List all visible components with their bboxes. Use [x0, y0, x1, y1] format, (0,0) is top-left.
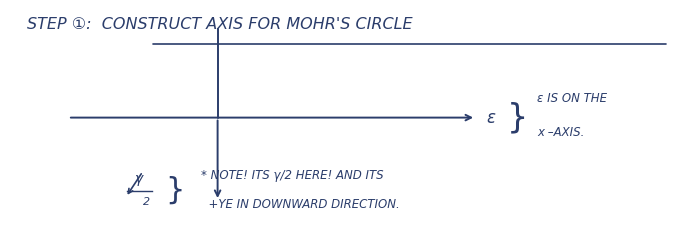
Text: STEP ①:  CONSTRUCT AXIS FOR MOHR'S CIRCLE: STEP ①: CONSTRUCT AXIS FOR MOHR'S CIRCLE — [27, 17, 413, 32]
Text: $\varepsilon$: $\varepsilon$ — [486, 109, 496, 127]
Text: * NOTE! ITS γ/2 HERE! AND ITS: * NOTE! ITS γ/2 HERE! AND ITS — [201, 169, 384, 182]
Text: ε IS ON THE: ε IS ON THE — [537, 91, 607, 105]
Text: $\gamma$: $\gamma$ — [134, 172, 145, 188]
Text: }: } — [165, 175, 184, 204]
Text: x –AXIS.: x –AXIS. — [537, 126, 585, 139]
Text: +YE IN DOWNWARD DIRECTION.: +YE IN DOWNWARD DIRECTION. — [201, 198, 399, 211]
Text: 2: 2 — [143, 197, 150, 207]
Text: }: } — [507, 101, 528, 134]
